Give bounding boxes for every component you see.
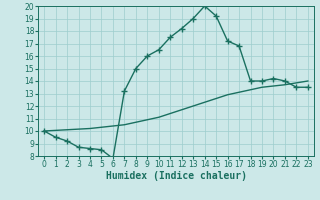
X-axis label: Humidex (Indice chaleur): Humidex (Indice chaleur) [106, 171, 246, 181]
